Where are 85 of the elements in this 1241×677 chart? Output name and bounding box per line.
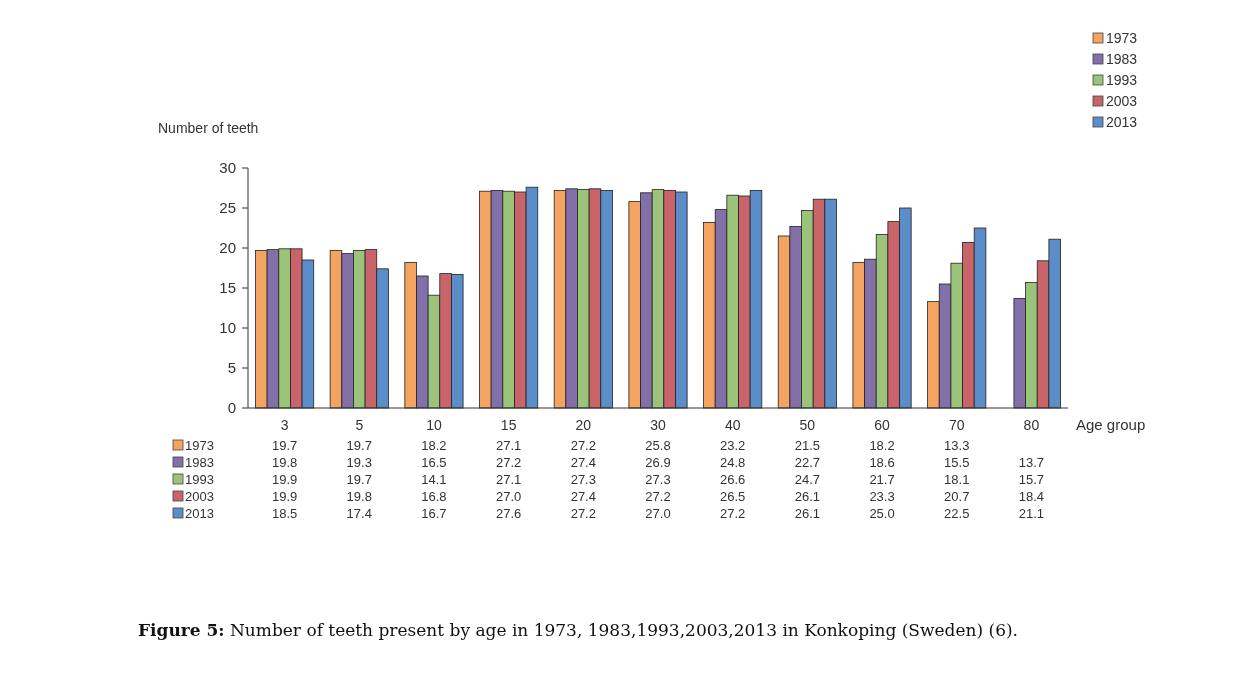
data-label: 27.2 [720,506,746,521]
data-label: 23.3 [869,489,895,504]
text: 1973 [1106,30,1138,46]
data-label: 24.7 [794,472,821,487]
data-label: 21.5 [794,438,821,453]
data-label: 13.7 [1018,455,1045,470]
data-label: 19.8 [271,455,298,470]
data-label: 19.3 [346,455,372,470]
x-tick-label: 70 [948,417,965,433]
data-label: 15.7 [1018,472,1045,487]
legend-label: 1973 [185,438,214,453]
x-tick-label: 50 [799,417,816,433]
data-label: 25.8 [645,438,671,453]
data-label: 26.6 [720,472,746,487]
caption: Figure 5: Number of teeth present by age in 1973, 1983,1993,2003,2013 in Konkoping (Sweden) (6). [138,620,1019,640]
y-tick-label: 25 [219,199,236,217]
data-label: 26.5 [720,489,746,504]
data-label: 16.7 [421,506,447,521]
data-label: 27.2 [570,438,596,453]
text: 1993 [1106,72,1138,88]
data-label: 27.0 [645,506,671,521]
data-label: 19.9 [271,472,298,487]
data-label: 26.1 [794,489,821,504]
y-tick-label: 5 [227,359,236,377]
x-tick-label: 80 [1023,417,1040,433]
data-label: 18.5 [271,506,298,521]
data-label: 19.7 [346,472,372,487]
y-tick-label: 15 [219,279,236,297]
data-label: 27.2 [645,489,671,504]
data-label: 14.1 [421,472,447,487]
data-label: 19.7 [346,438,372,453]
x-tick-label: 40 [724,417,741,433]
data-label: 18.4 [1018,489,1045,504]
data-label: 25.0 [869,506,895,521]
data-label: 18.1 [944,472,970,487]
legend-label: 1983 [185,455,214,470]
data-label: 16.8 [421,489,447,504]
data-label: 27.3 [645,472,671,487]
data-label: 21.1 [1018,506,1045,521]
data-label: 27.1 [495,472,522,487]
data-label: 22.5 [944,506,970,521]
x-tick-label: 15 [500,417,517,433]
data-label: 27.0 [495,489,522,504]
data-label: 13.3 [944,438,970,453]
data-label: 27.2 [570,506,596,521]
data-label: 19.7 [271,438,298,453]
data-label: 27.4 [570,489,596,504]
y-tick-label: 30 [219,159,236,177]
x-tick-label: 5 [355,417,364,433]
data-label: 26.1 [794,506,821,521]
data-label: 23.2 [720,438,746,453]
x-tick-label: 20 [575,417,592,433]
data-label: 26.9 [645,455,671,470]
text: 1983 [1106,51,1138,67]
text: 2013 [185,506,214,521]
x-tick-label: 3 [280,417,289,433]
data-label: 19.8 [346,489,372,504]
legend-label: 1993 [185,472,214,487]
data-label: 27.4 [570,455,596,470]
x-tick-label: 10 [426,417,442,433]
data-label: 27.2 [495,455,522,470]
data-label: 21.7 [869,472,895,487]
y-tick-label: 20 [219,239,236,257]
data-label: 22.7 [794,455,821,470]
x-axis-title: Age group [1076,416,1146,433]
y-tick-label: 0 [227,399,236,417]
data-label: 18.6 [869,455,895,470]
data-label: 18.2 [869,438,895,453]
legend-label: 2003 [1106,93,1138,109]
data-label: 17.4 [346,506,372,521]
y-tick-label: 10 [219,319,236,337]
y-axis-title: Number of teeth [158,120,259,136]
data-label: 18.2 [421,438,447,453]
data-label: 24.8 [720,455,746,470]
data-label: 19.9 [271,489,298,504]
data-label: 16.5 [421,455,447,470]
text: 2003 [185,489,214,504]
x-tick-label: 60 [874,417,891,433]
data-label: 20.7 [944,489,970,504]
data-label: 27.6 [495,506,522,521]
data-label: 27.1 [495,438,522,453]
data-label: 15.5 [944,455,970,470]
legend-label: 2013 [1106,114,1138,130]
data-label: 27.3 [570,472,596,487]
x-tick-label: 30 [650,417,666,433]
